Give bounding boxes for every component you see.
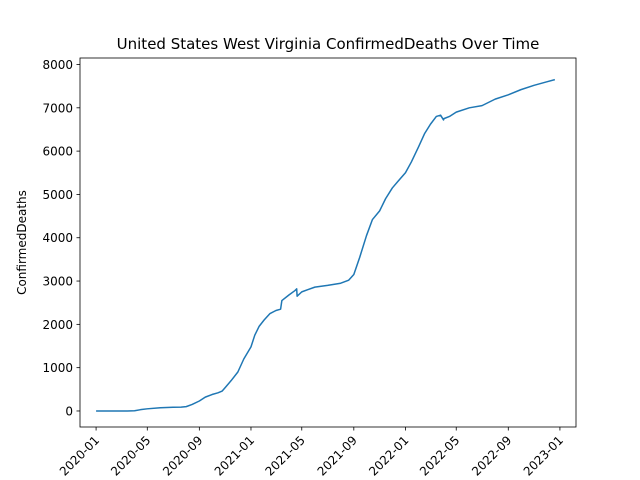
- x-tick-label: 2021-09: [315, 433, 360, 478]
- series-layer: [96, 78, 556, 412]
- x-tick-label: 2023-01: [521, 433, 566, 478]
- x-tick-label: 2022-05: [417, 433, 462, 478]
- x-tick-label: 2020-05: [108, 433, 153, 478]
- x-tick-label: 2022-01: [366, 433, 411, 478]
- x-tick-label: 2021-01: [212, 433, 257, 478]
- y-tick-label: 8000: [42, 58, 73, 72]
- x-tick-label: 2020-01: [57, 433, 102, 478]
- y-tick-label: 2000: [42, 318, 73, 332]
- plot-area: [79, 57, 577, 428]
- plot-frame: [79, 57, 577, 428]
- y-axis-ticks: 0 1000 2000 3000 4000 5000 6000 7000 8000: [42, 58, 80, 418]
- y-tick-label: 7000: [42, 101, 73, 115]
- y-tick-label: 1000: [42, 361, 73, 375]
- y-tick-label: 3000: [42, 275, 73, 289]
- y-tick-label: 0: [65, 404, 73, 418]
- x-tick-label: 2021-05: [263, 433, 308, 478]
- y-axis-label: ConfirmedDeaths: [15, 190, 29, 295]
- x-axis-ticks: 2020-01 2020-05 2020-09 2021-01 2021-05 2021-…: [57, 427, 566, 479]
- y-tick-label: 6000: [42, 145, 73, 159]
- y-tick-label: 5000: [42, 188, 73, 202]
- series-line: [96, 78, 556, 412]
- x-tick-label: 2020-09: [160, 433, 205, 478]
- x-tick-label: 2022-09: [469, 433, 514, 478]
- chart-title: United States West Virginia ConfirmedDea…: [117, 35, 540, 53]
- y-tick-label: 4000: [42, 231, 73, 245]
